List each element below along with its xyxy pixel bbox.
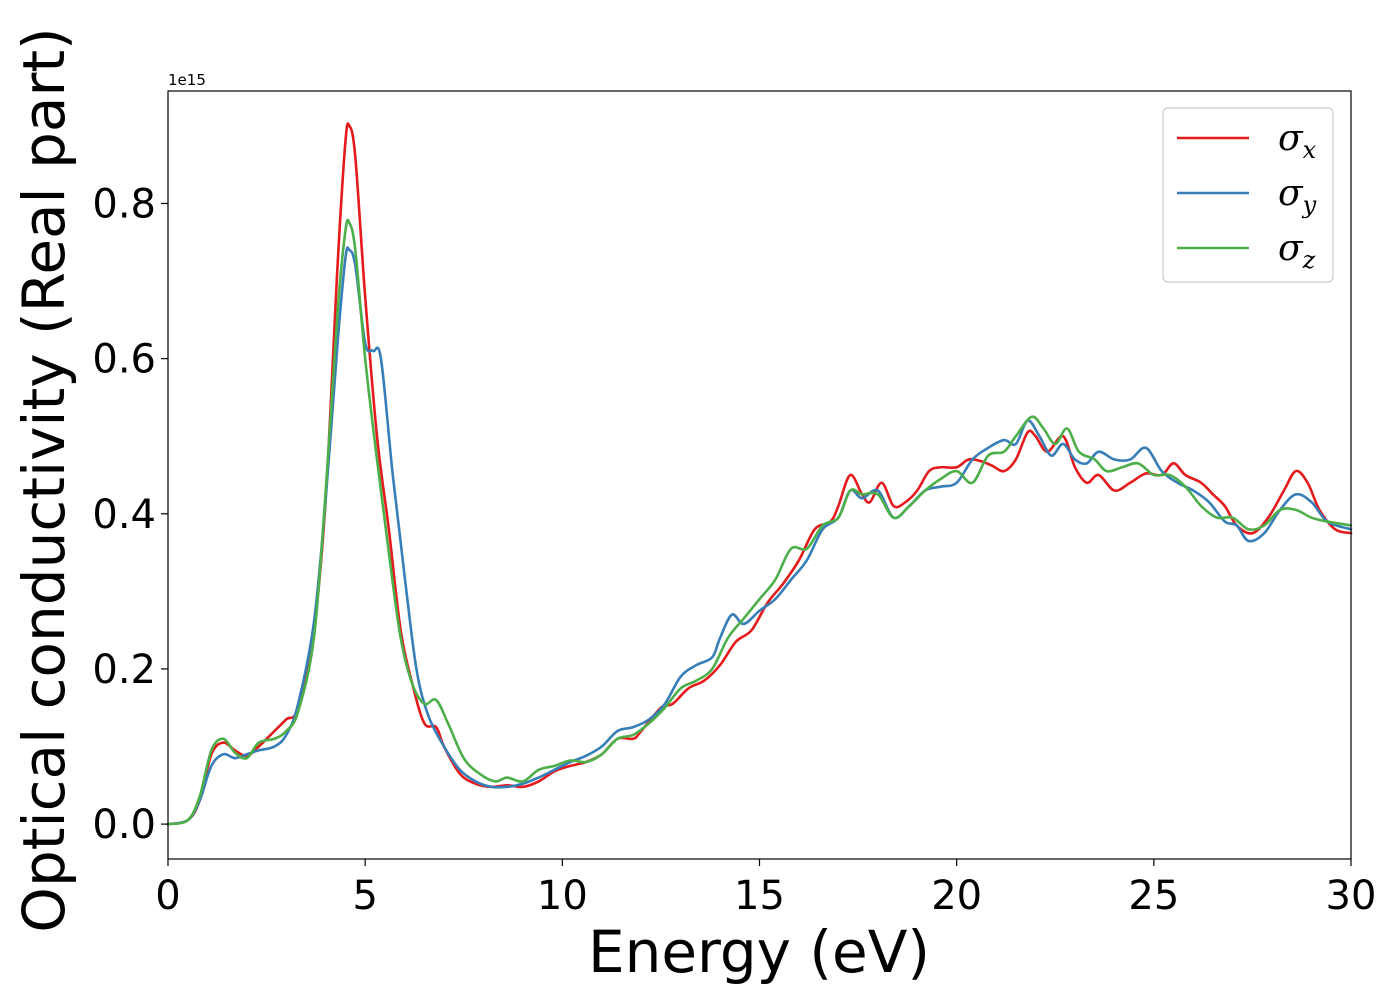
y-axis: 0.0 0.2 0.4 0.6 0.8 (92, 181, 168, 848)
x-tick-label: 25 (1128, 873, 1179, 919)
y-tick-label: 0.6 (92, 337, 156, 383)
series-layer (166, 122, 1353, 826)
x-tick-label: 15 (734, 873, 785, 919)
x-axis: 0 5 10 15 20 25 30 (155, 859, 1376, 919)
legend-subscript: x (1303, 136, 1317, 164)
legend-frame (1162, 107, 1334, 283)
series-line-sigma-z (166, 218, 1353, 826)
y-axis-label: Optical conductivity (Real part) (10, 27, 78, 932)
y-tick-label: 0.0 (92, 802, 156, 848)
series-line-sigma-x (166, 122, 1353, 826)
y-tick-label: 0.2 (92, 647, 156, 693)
x-tick-label: 0 (155, 873, 180, 919)
legend-symbol: σ (1278, 118, 1304, 159)
legend-label-sigma-x: σx (1278, 118, 1317, 164)
legend-subscript: y (1302, 191, 1317, 219)
legend-symbol: σ (1278, 173, 1304, 214)
y-tick-label: 0.4 (92, 492, 156, 538)
x-tick-label: 10 (537, 873, 588, 919)
legend-subscript: z (1302, 246, 1316, 274)
legend-label-sigma-z: σz (1278, 228, 1316, 274)
x-tick-label: 30 (1326, 873, 1377, 919)
series-line-sigma-y (166, 246, 1353, 826)
x-axis-label: Energy (eV) (588, 918, 930, 986)
x-tick-label: 20 (931, 873, 982, 919)
legend-label-sigma-y: σy (1278, 173, 1317, 219)
y-tick-label: 0.8 (92, 181, 156, 227)
y-offset-label: 1e15 (168, 71, 206, 89)
legend-symbol: σ (1278, 228, 1304, 269)
x-tick-label: 5 (352, 873, 377, 919)
